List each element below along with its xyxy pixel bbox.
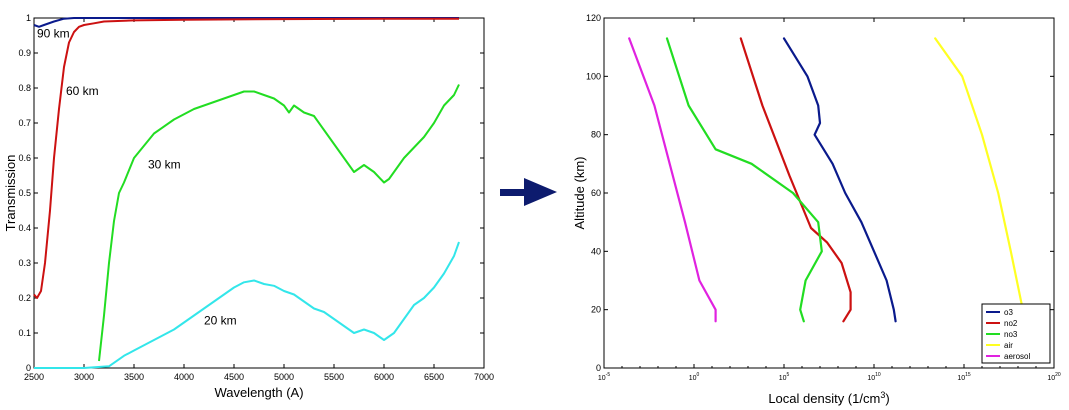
y-tick-label: 80 (591, 130, 601, 140)
y-tick-label: 40 (591, 246, 601, 256)
x-tick-label: 4500 (224, 372, 244, 382)
y-tick-label: 100 (586, 71, 601, 81)
density-chart: 10-5 100 105 1010 1015 1020 0 20 40 60 80 100 120 Loc… (572, 13, 1061, 406)
y-tick-label: 0.3 (18, 258, 31, 268)
y-tick-label: 120 (586, 13, 601, 23)
series-line-no2 (739, 37, 852, 323)
annotation-label: 30 km (148, 158, 181, 172)
annotation-label: 60 km (66, 84, 99, 98)
series-line-60-km (33, 17, 459, 299)
y-tick-label: 0.2 (18, 293, 31, 303)
y-axis-label: Altitude (km) (572, 157, 587, 230)
x-tick-label: 7000 (474, 372, 494, 382)
legend-label-aerosol: aerosol (1004, 352, 1030, 361)
annotation-label: 90 km (37, 26, 70, 40)
transmission-plot-frame (33, 17, 485, 369)
y-tick-label: 0.9 (18, 48, 31, 58)
series-line-air (934, 37, 1023, 305)
x-tick-label: 10-5 (598, 372, 610, 382)
y-tick-label: 0 (26, 363, 31, 373)
x-tick-label: 6500 (424, 372, 444, 382)
legend-label-no3: no3 (1004, 330, 1018, 339)
x-tick-label: 4000 (174, 372, 194, 382)
legend-label-o3: o3 (1004, 308, 1013, 317)
series-line-aerosol (628, 37, 717, 323)
y-tick-label: 0.8 (18, 83, 31, 93)
x-tick-label: 100 (689, 372, 700, 382)
x-tick-label: 5000 (274, 372, 294, 382)
y-tick-label: 60 (591, 188, 601, 198)
y-tick-label: 0.5 (18, 188, 31, 198)
x-tick-label: 3500 (124, 372, 144, 382)
y-tick-label: 20 (591, 305, 601, 315)
series-line-20-km (34, 241, 460, 369)
x-tick-label: 105 (779, 372, 790, 382)
x-axis-label: Local density (1/cm3) (768, 390, 889, 406)
y-tick-label: 0.6 (18, 153, 31, 163)
series-line-30-km (98, 84, 460, 362)
series-line-90-km (33, 17, 459, 28)
series-line-no3 (665, 37, 823, 323)
x-tick-label: 5500 (324, 372, 344, 382)
legend-label-no2: no2 (1004, 319, 1018, 328)
transmission-chart: 2500 3000 3500 4000 4500 5000 5500 6000 6500 7000… (3, 13, 494, 400)
x-axis-label: Wavelength (A) (214, 385, 303, 400)
y-axis-label: Transmission (3, 155, 18, 232)
legend-label-air: air (1004, 341, 1013, 350)
arrow-shaft (500, 189, 526, 196)
series-line-o3 (782, 37, 897, 323)
x-tick-label: 6000 (374, 372, 394, 382)
arrow-head (524, 178, 557, 206)
y-tick-label: 0.4 (18, 223, 31, 233)
x-tick-label: 1020 (1047, 372, 1061, 382)
x-tick-label: 3000 (74, 372, 94, 382)
x-tick-label: 1010 (867, 372, 881, 382)
y-tick-label: 1 (26, 13, 31, 23)
annotation-label: 20 km (204, 313, 237, 327)
x-tick-label: 2500 (24, 372, 44, 382)
y-tick-label: 0 (596, 363, 601, 373)
y-tick-label: 0.7 (18, 118, 31, 128)
arrow-icon (500, 178, 557, 206)
y-tick-label: 0.1 (18, 328, 31, 338)
x-tick-label: 1015 (957, 372, 971, 382)
